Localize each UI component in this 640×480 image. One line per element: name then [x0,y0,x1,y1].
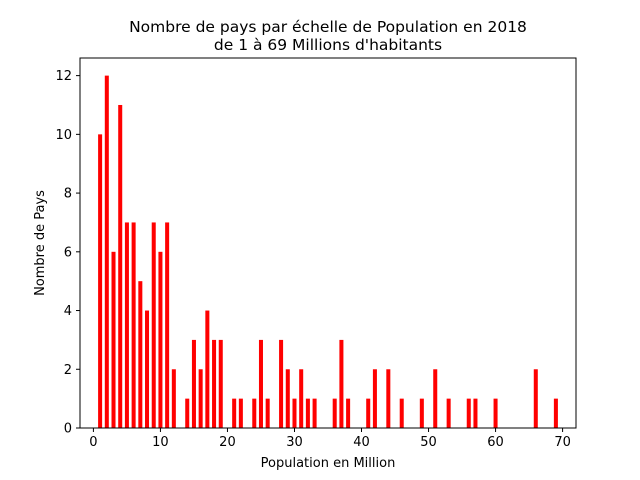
bar [339,339,344,428]
bar [372,369,377,428]
bar [299,369,304,428]
bar [232,398,237,428]
y-tick-label: 6 [64,245,72,260]
bar [104,75,109,428]
x-tick-label: 0 [89,435,97,450]
bar [258,339,263,428]
x-tick-label: 60 [487,435,504,450]
x-tick-label: 50 [420,435,437,450]
bar [265,398,270,428]
bar [493,398,498,428]
y-axis-label: Nombre de Pays [33,190,48,296]
bar [285,369,290,428]
bar [171,369,176,428]
y-tick-label: 4 [64,304,72,319]
bars-group [98,75,558,428]
bar [366,398,371,428]
bar [553,398,558,428]
bar [111,251,116,428]
y-tick-label: 12 [55,69,72,84]
bar [312,398,317,428]
bar [198,369,203,428]
bar [212,339,217,428]
bar [419,398,424,428]
bar [386,369,391,428]
bar [131,222,136,428]
y-tick-label: 2 [64,363,72,378]
bar [185,398,190,428]
chart-title-line-1: Nombre de pays par échelle de Population… [129,18,527,36]
bar [165,222,170,428]
y-tick-label: 0 [64,422,72,437]
x-tick-label: 30 [286,435,303,450]
chart-title-line-2: de 1 à 69 Millions d'habitants [214,36,442,54]
y-axis: 0 2 4 6 8 10 12 [55,69,80,437]
y-tick-label: 8 [64,187,72,202]
x-tick-label: 40 [353,435,370,450]
bar [305,398,310,428]
bar [151,222,156,428]
plot-frame [79,57,577,429]
bar [346,398,351,428]
bar [252,398,257,428]
x-axis-label: Population en Million [261,456,396,471]
bar [158,251,163,428]
bar [98,134,103,428]
bar [332,398,337,428]
bar [218,339,223,428]
bar [279,339,284,428]
bar [238,398,243,428]
x-tick-label: 70 [554,435,571,450]
bar [191,339,196,428]
bar [138,281,143,428]
bar [124,222,129,428]
bar [145,310,150,428]
bar [466,398,471,428]
bar [292,398,297,428]
bar [399,398,404,428]
x-axis: 0 10 20 30 40 50 60 70 [89,428,571,450]
bar [205,310,210,428]
bar [433,369,438,428]
bar [533,369,538,428]
y-tick-label: 10 [55,128,72,143]
bar [473,398,478,428]
bar [118,104,123,428]
x-tick-label: 20 [219,435,236,450]
x-tick-label: 10 [152,435,169,450]
bar [446,398,451,428]
